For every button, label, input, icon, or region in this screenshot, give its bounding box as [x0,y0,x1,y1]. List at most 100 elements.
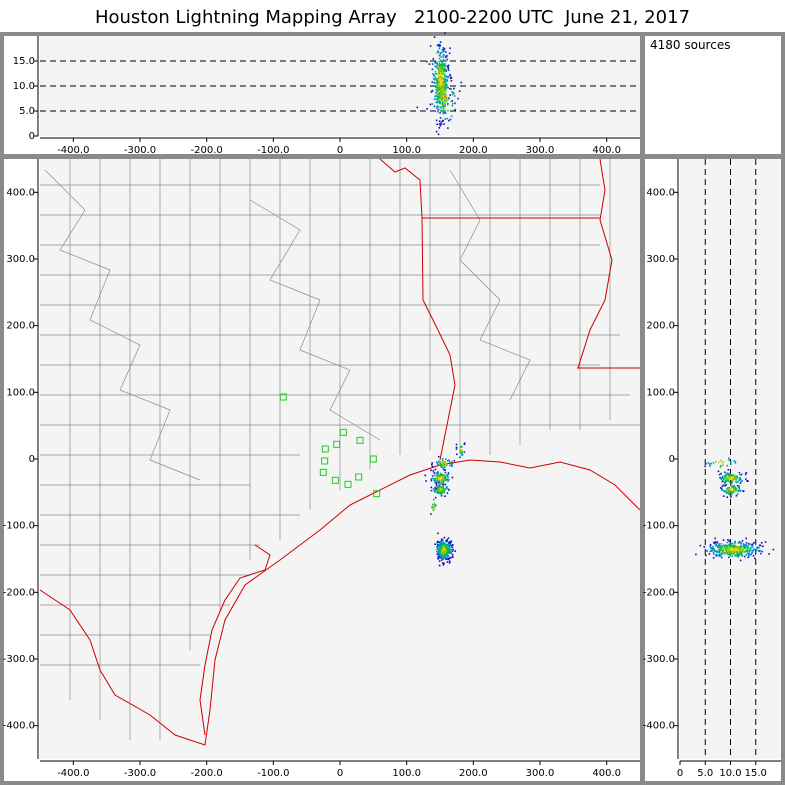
vhf-source-point-263 [441,70,443,73]
vhf-source-point-431 [730,474,732,476]
vhf-source-point-394 [440,109,442,112]
vhf-source-point-376 [437,78,440,80]
vhf-source-point-391 [442,480,445,483]
vhf-source-point-355 [445,60,447,62]
vhf-source-point-594 [455,448,458,450]
vhf-source-point-189 [760,542,763,544]
vhf-source-point-514 [728,486,730,489]
vhf-source-point-351 [432,58,435,60]
vhf-source-point-619 [435,487,437,490]
vhf-source-point-309 [437,551,439,554]
vhf-source-point-543 [734,462,737,464]
vhf-source-point-156 [708,553,711,555]
vhf-source-point-175 [445,97,448,100]
vhf-source-point-249 [440,538,443,540]
vhf-source-point-341 [442,84,444,87]
vhf-source-point-148 [449,87,451,90]
vhf-source-point-98 [713,549,716,551]
vhf-source-point-361 [431,89,434,92]
vhf-source-point-374 [445,479,448,481]
altitude-axes: -400.0 -300.0 -200.0 -100.0 0 100.0 200.0 300.0… [13,36,640,156]
vhf-source-point-530 [709,465,711,467]
vhf-source-point-43 [441,120,443,123]
vhf-source-point-607 [430,513,432,515]
vhf-source-point-288 [736,551,738,553]
vhf-source-point-419 [441,85,443,88]
vhf-source-point-56 [437,92,440,95]
vhf-source-point-301 [445,100,448,103]
vhf-source-point-231 [758,544,761,547]
vhf-source-point-79 [448,119,450,122]
vhf-source-point-372 [736,477,739,479]
vhf-source-point-61 [438,84,441,86]
vhf-source-point-393 [739,473,741,476]
vhf-source-point-474 [730,489,733,492]
vhf-source-point-191 [437,84,439,86]
vhf-source-point-320 [732,545,735,547]
vhf-source-point-77 [450,540,453,542]
vhf-source-point-432 [740,478,742,481]
vhf-source-point-329 [742,543,745,545]
vhf-source-point-261 [440,552,443,555]
vhf-source-point-167 [443,123,445,125]
vhf-source-point-181 [440,123,443,125]
vhf-source-point-427 [443,100,446,103]
vhf-source-point-446 [435,98,437,101]
altitude-y-tick-label-1: 5.0 [19,106,35,117]
vhf-source-point-391 [450,88,453,90]
vhf-source-point-520 [439,487,442,490]
frame-right [781,32,785,785]
vhf-source-point-368 [439,472,442,475]
vhf-source-point-385 [449,75,452,77]
vhf-source-point-320 [444,552,446,554]
altitude-x-tick-label-7: 300.0 [526,145,555,156]
vhf-source-point-79 [724,545,727,547]
vhf-source-point-545 [720,464,722,467]
plan-x-tick-label-8: 400.0 [592,768,621,779]
vhf-source-point-253 [436,101,438,104]
vhf-source-point-529 [434,489,437,491]
vhf-source-point-515 [732,486,735,489]
vhf-source-point-325 [447,537,450,539]
vhf-source-point-350 [726,479,729,481]
vhf-source-point-99 [437,50,439,53]
vhf-source-point-28 [733,542,736,545]
vhf-source-point-395 [725,473,727,476]
vhf-source-point-255 [736,552,739,555]
vhf-source-point-303 [433,78,436,81]
vhf-source-point-511 [742,490,744,492]
vhf-source-point-279 [437,79,439,82]
vhf-source-point-518 [725,488,728,490]
vhf-source-point-494 [727,487,730,490]
vhf-source-point-242 [723,544,726,547]
vhf-source-point-237 [718,549,721,551]
vhf-source-point-115 [741,549,743,552]
vhf-source-point-508 [440,487,443,489]
vhf-source-point-308 [447,544,449,547]
vhf-source-point-150 [748,550,751,552]
vhf-source-point-90 [443,48,446,50]
vhf-source-point-347 [441,483,443,485]
vhf-source-point-519 [730,488,732,491]
vhf-source-point-321 [437,88,440,91]
vhf-source-point-196 [744,551,746,553]
vhf-source-point-271 [736,549,739,551]
vhf-source-point-452 [732,490,734,492]
vhf-source-point-435 [438,95,441,98]
vhf-source-point-297 [436,73,438,75]
vhf-source-point-422 [444,478,447,481]
vhf-source-point-350 [445,85,448,87]
vhf-source-point-428 [437,80,439,83]
vhf-source-point-294 [453,87,455,90]
vhf-source-point-381 [737,480,739,483]
vhf-source-point-257 [439,546,441,548]
vhf-source-point-413 [440,476,443,479]
vhf-source-point-42 [724,549,727,552]
vhf-source-point-548 [712,462,715,464]
vhf-source-point-578 [436,463,439,466]
vhf-source-point-303 [442,546,445,549]
vhf-source-point-328 [443,87,446,89]
vhf-source-point-255 [434,73,437,75]
vhf-source-point-546 [728,459,730,461]
